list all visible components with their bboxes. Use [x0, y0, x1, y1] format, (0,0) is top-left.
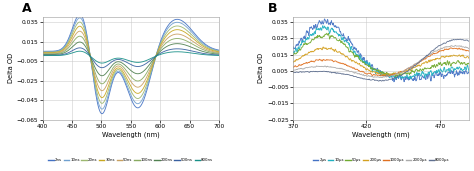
Y-axis label: Delta OD: Delta OD	[258, 53, 264, 83]
Y-axis label: Delta OD: Delta OD	[8, 53, 14, 83]
X-axis label: Wavelength (nm): Wavelength (nm)	[102, 132, 160, 138]
Legend: 2ns, 10ns, 20ns, 30ns, 50ns, 100ns, 200ns, 500ns, 800ns: 2ns, 10ns, 20ns, 30ns, 50ns, 100ns, 200n…	[47, 156, 215, 164]
Legend: 2μs, 10μs, 50μs, 200μs, 1000μs, 2000μs, 8000μs: 2μs, 10μs, 50μs, 200μs, 1000μs, 2000μs, …	[311, 156, 451, 164]
Text: A: A	[21, 2, 31, 15]
X-axis label: Wavelength (nm): Wavelength (nm)	[352, 132, 410, 138]
Text: B: B	[268, 2, 278, 15]
